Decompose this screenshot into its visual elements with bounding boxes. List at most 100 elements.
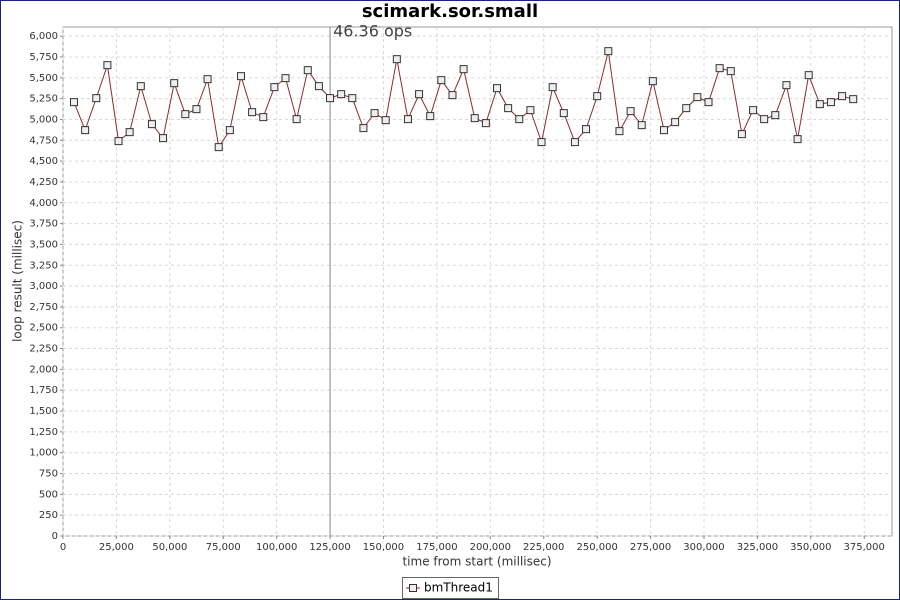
point — [793, 135, 802, 144]
x-tick-label: 250,000 — [576, 542, 617, 553]
point — [782, 81, 791, 90]
point — [459, 65, 468, 74]
point — [570, 138, 579, 147]
point — [804, 71, 813, 80]
y-tick-label: 1,500 — [29, 406, 58, 417]
point — [370, 109, 379, 118]
point — [314, 82, 323, 91]
point — [749, 106, 758, 115]
point — [493, 84, 502, 93]
point — [838, 92, 847, 101]
point — [236, 72, 245, 81]
y-tick-label: 5,750 — [29, 52, 58, 63]
y-tick-label: 750 — [39, 469, 58, 480]
point — [515, 115, 524, 124]
point — [593, 92, 602, 101]
point — [214, 143, 223, 152]
y-tick-label: 3,250 — [29, 260, 58, 271]
y-tick-label: 1,000 — [29, 448, 58, 459]
point — [348, 94, 357, 103]
point — [726, 67, 735, 76]
point — [415, 90, 424, 99]
point — [270, 83, 279, 92]
x-tick-label: 125,000 — [309, 542, 350, 553]
legend — [402, 577, 499, 599]
y-tick-label: 3,000 — [29, 281, 58, 292]
point — [281, 74, 290, 83]
x-axis-label: time from start (millisec) — [402, 555, 551, 569]
point — [381, 116, 390, 125]
point — [548, 83, 557, 92]
y-tick-label: 1,250 — [29, 427, 58, 438]
point — [481, 119, 490, 128]
point — [159, 134, 168, 143]
point — [604, 47, 613, 56]
point — [292, 115, 301, 124]
x-tick-label: 375,000 — [844, 542, 885, 553]
x-tick-label: 325,000 — [737, 542, 778, 553]
chart-title: scimark.sor.small — [362, 1, 538, 22]
point — [437, 76, 446, 85]
point — [170, 79, 179, 88]
y-tick-label: 6,000 — [29, 31, 58, 42]
point — [192, 105, 201, 114]
y-tick-label: 2,000 — [29, 364, 58, 375]
point — [815, 100, 824, 109]
point — [760, 115, 769, 124]
point — [181, 110, 190, 119]
point — [826, 98, 835, 107]
point — [626, 107, 635, 116]
point — [136, 82, 145, 91]
point — [737, 130, 746, 139]
point — [392, 55, 401, 64]
y-tick-label: 1,750 — [29, 385, 58, 396]
x-tick-label: 50,000 — [152, 542, 187, 553]
y-tick-label: 4,250 — [29, 177, 58, 188]
y-tick-label: 2,750 — [29, 302, 58, 313]
x-tick-label: 350,000 — [790, 542, 831, 553]
point — [470, 114, 479, 123]
y-tick-label: 2,500 — [29, 323, 58, 334]
point — [103, 61, 112, 70]
y-tick-label: 3,500 — [29, 239, 58, 250]
point — [704, 98, 713, 107]
y-tick-label: 4,500 — [29, 156, 58, 167]
point — [92, 94, 101, 103]
y-tick-label: 4,000 — [29, 198, 58, 209]
y-tick-label: 0 — [52, 531, 58, 542]
point — [648, 77, 657, 86]
point — [559, 109, 568, 118]
x-tick-label: 150,000 — [363, 542, 404, 553]
point — [526, 106, 535, 115]
point — [693, 93, 702, 102]
x-tick-label: 100,000 — [256, 542, 297, 553]
point — [203, 75, 212, 84]
point — [248, 108, 257, 117]
point — [403, 115, 412, 124]
plot-area — [62, 26, 893, 537]
point — [337, 90, 346, 99]
x-tick-label: 25,000 — [99, 542, 134, 553]
point — [537, 138, 546, 147]
x-tick-label: 300,000 — [683, 542, 724, 553]
point — [259, 113, 268, 122]
point — [225, 126, 234, 135]
y-axis-label: loop result (millisec) — [11, 220, 25, 342]
x-tick-label: 0 — [60, 542, 66, 553]
x-tick-label: 175,000 — [416, 542, 457, 553]
x-tick-label: 200,000 — [470, 542, 511, 553]
y-tick-label: 5,000 — [29, 114, 58, 125]
point — [326, 94, 335, 103]
point — [659, 126, 668, 135]
x-tick-label: 225,000 — [523, 542, 564, 553]
point — [448, 91, 457, 100]
legend-label: bmThread1 — [424, 581, 493, 595]
point — [504, 104, 513, 113]
legend-swatch — [409, 584, 417, 592]
point — [426, 112, 435, 121]
y-tick-label: 4,750 — [29, 135, 58, 146]
point — [615, 127, 624, 136]
point — [637, 121, 646, 130]
point — [125, 128, 134, 137]
